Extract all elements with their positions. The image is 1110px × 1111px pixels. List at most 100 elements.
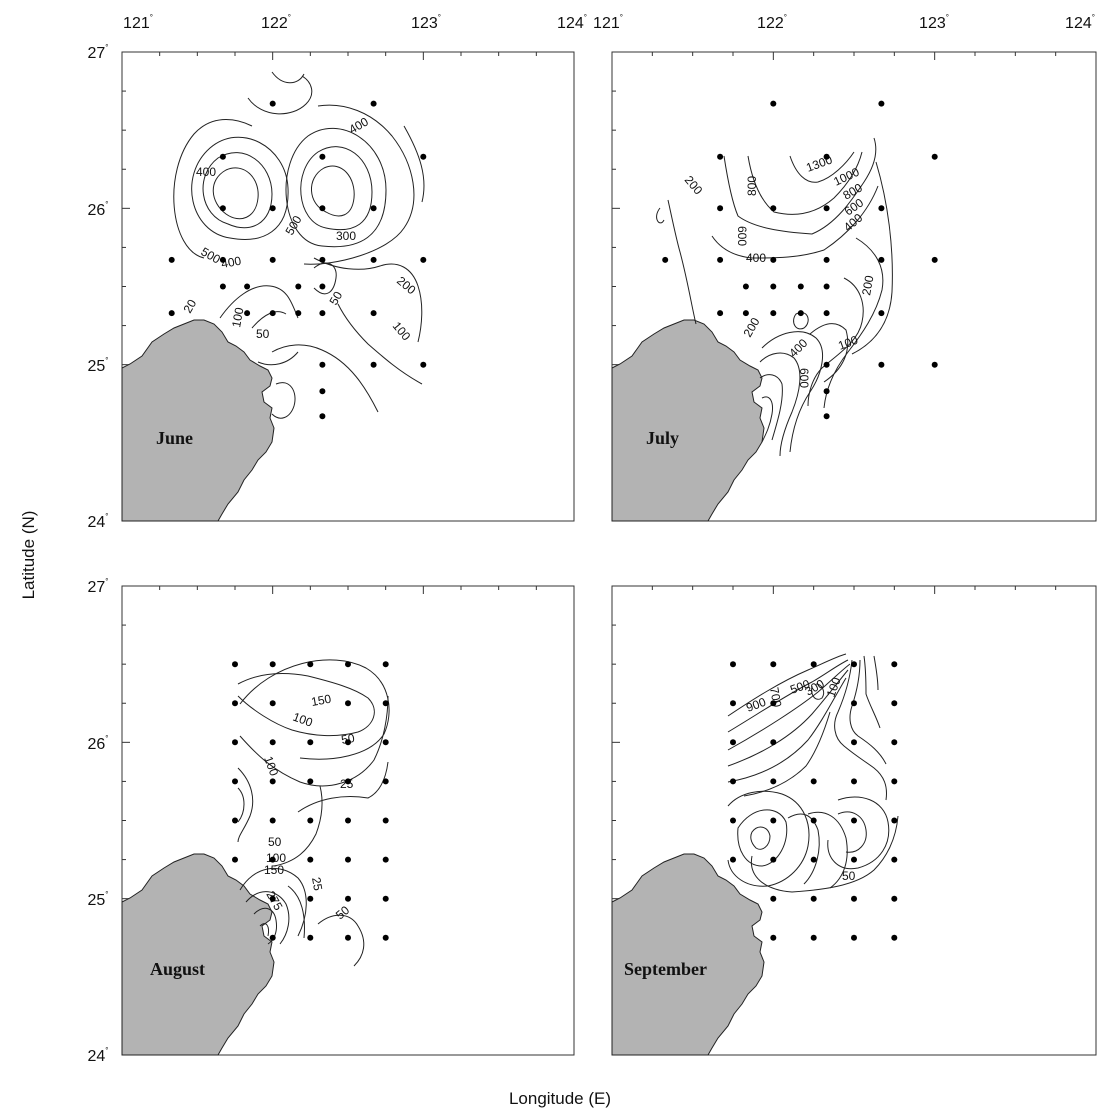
sampling-station-dot [823,310,830,317]
contour-label: 100 [261,754,281,778]
sampling-station-dot [851,817,857,824]
sampling-station-dot [382,817,389,824]
contour-label: 800 [745,176,759,196]
sampling-station-dot [232,856,238,863]
contour-label: 150 [264,863,284,877]
month-label-june: June [156,428,193,448]
axis-tick-labels: 121° 122° 123° 124° 121° 122° 123° 124° … [88,13,1095,1065]
sampling-station-dot [244,310,251,317]
contour-label: 200 [740,315,762,340]
sampling-station-dot [891,778,898,785]
contour-label: 20 [180,297,199,316]
map-panel-august [121,585,575,1056]
contour-label: 25 [309,876,325,892]
sampling-station-dot [810,817,817,824]
sampling-station-dot [295,283,302,290]
sampling-station-dot [797,283,804,290]
contour-label: 400 [841,210,866,234]
sampling-station-dot [232,778,238,785]
sampling-station-dot [307,661,314,668]
sampling-station-dot [382,856,389,863]
sampling-station-dot [345,661,351,668]
sampling-station-dot [891,700,898,707]
sampling-station-dot [851,739,857,746]
sampling-station-dot [878,205,885,212]
sampling-station-dot [307,934,314,941]
sampling-station-dot [307,739,314,746]
sampling-station-dot [770,817,777,824]
sampling-station-dot [219,256,226,263]
sampling-station-dot [770,205,777,212]
sampling-station-dot [717,256,724,263]
sampling-station-dot [319,205,326,212]
contour-label: 900 [744,695,768,715]
sampling-station-dot [345,856,351,863]
sampling-station-dot [269,817,276,824]
sampling-station-dot [810,778,817,785]
sampling-station-dot [931,361,938,368]
sampling-station-dot [168,310,175,317]
lat-tick-label: 24° [88,1046,109,1065]
station-dots [168,100,938,941]
map-panel-july [611,51,1097,522]
map-panel-june [121,51,575,522]
sampling-station-dot [295,310,302,317]
sampling-station-dot [717,310,724,317]
sampling-station-dot [810,661,817,668]
lon-tick-label: 121° [123,13,153,32]
contour-label: 400 [347,114,372,136]
sampling-station-dot [269,856,276,863]
lat-tick-label: 26° [88,734,109,753]
sampling-station-dot [823,153,830,160]
contour-lines [237,659,390,967]
sampling-station-dot [319,256,326,263]
contour-label: 700 [767,686,784,708]
contour-label: 500 [199,244,224,266]
lon-tick-label: 124° [557,13,587,32]
contour-label: 400 [786,336,810,360]
sampling-station-dot [370,256,377,263]
sampling-station-dot [232,817,238,824]
sampling-station-dot [823,205,830,212]
sampling-station-dot [307,778,314,785]
contour-label: 200 [682,173,706,198]
sampling-station-dot [307,856,314,863]
sampling-station-dot [851,661,857,668]
contour-label: 1300 [804,152,834,174]
sampling-station-dot [730,856,736,863]
sampling-station-dot [851,856,857,863]
sampling-station-dot [269,310,276,317]
sampling-station-dot [370,361,377,368]
contour-lines [656,137,893,457]
sampling-station-dot [891,895,898,902]
lon-tick-label: 122° [261,13,291,32]
sampling-station-dot [269,895,276,902]
sampling-station-dot [742,310,749,317]
contour-label: 500 [282,213,304,238]
sampling-station-dot [730,817,736,824]
sampling-station-dot [382,739,389,746]
sampling-station-dot [244,283,251,290]
contour-label: 600 [797,368,811,388]
sampling-station-dot [370,205,377,212]
sampling-station-dot [851,934,857,941]
sampling-station-dot [730,661,736,668]
sampling-station-dot [770,895,777,902]
contour-labels-september: 700 500 300 100 900 50 [744,675,855,883]
sampling-station-dot [891,934,898,941]
sampling-station-dot [891,817,898,824]
contour-label: 50 [333,903,352,923]
contour-label: 50 [326,289,345,308]
contour-label: 100 [836,333,860,353]
sampling-station-dot [219,283,226,290]
sampling-station-dot [730,739,736,746]
contour-label: 600 [735,226,749,246]
sampling-station-dot [810,895,817,902]
map-panel-september [611,585,1097,1056]
sampling-station-dot [269,205,276,212]
lat-tick-label: 27° [88,577,109,596]
sampling-station-dot [823,388,830,395]
sampling-station-dot [891,739,898,746]
lon-tick-label: 124° [1065,13,1095,32]
